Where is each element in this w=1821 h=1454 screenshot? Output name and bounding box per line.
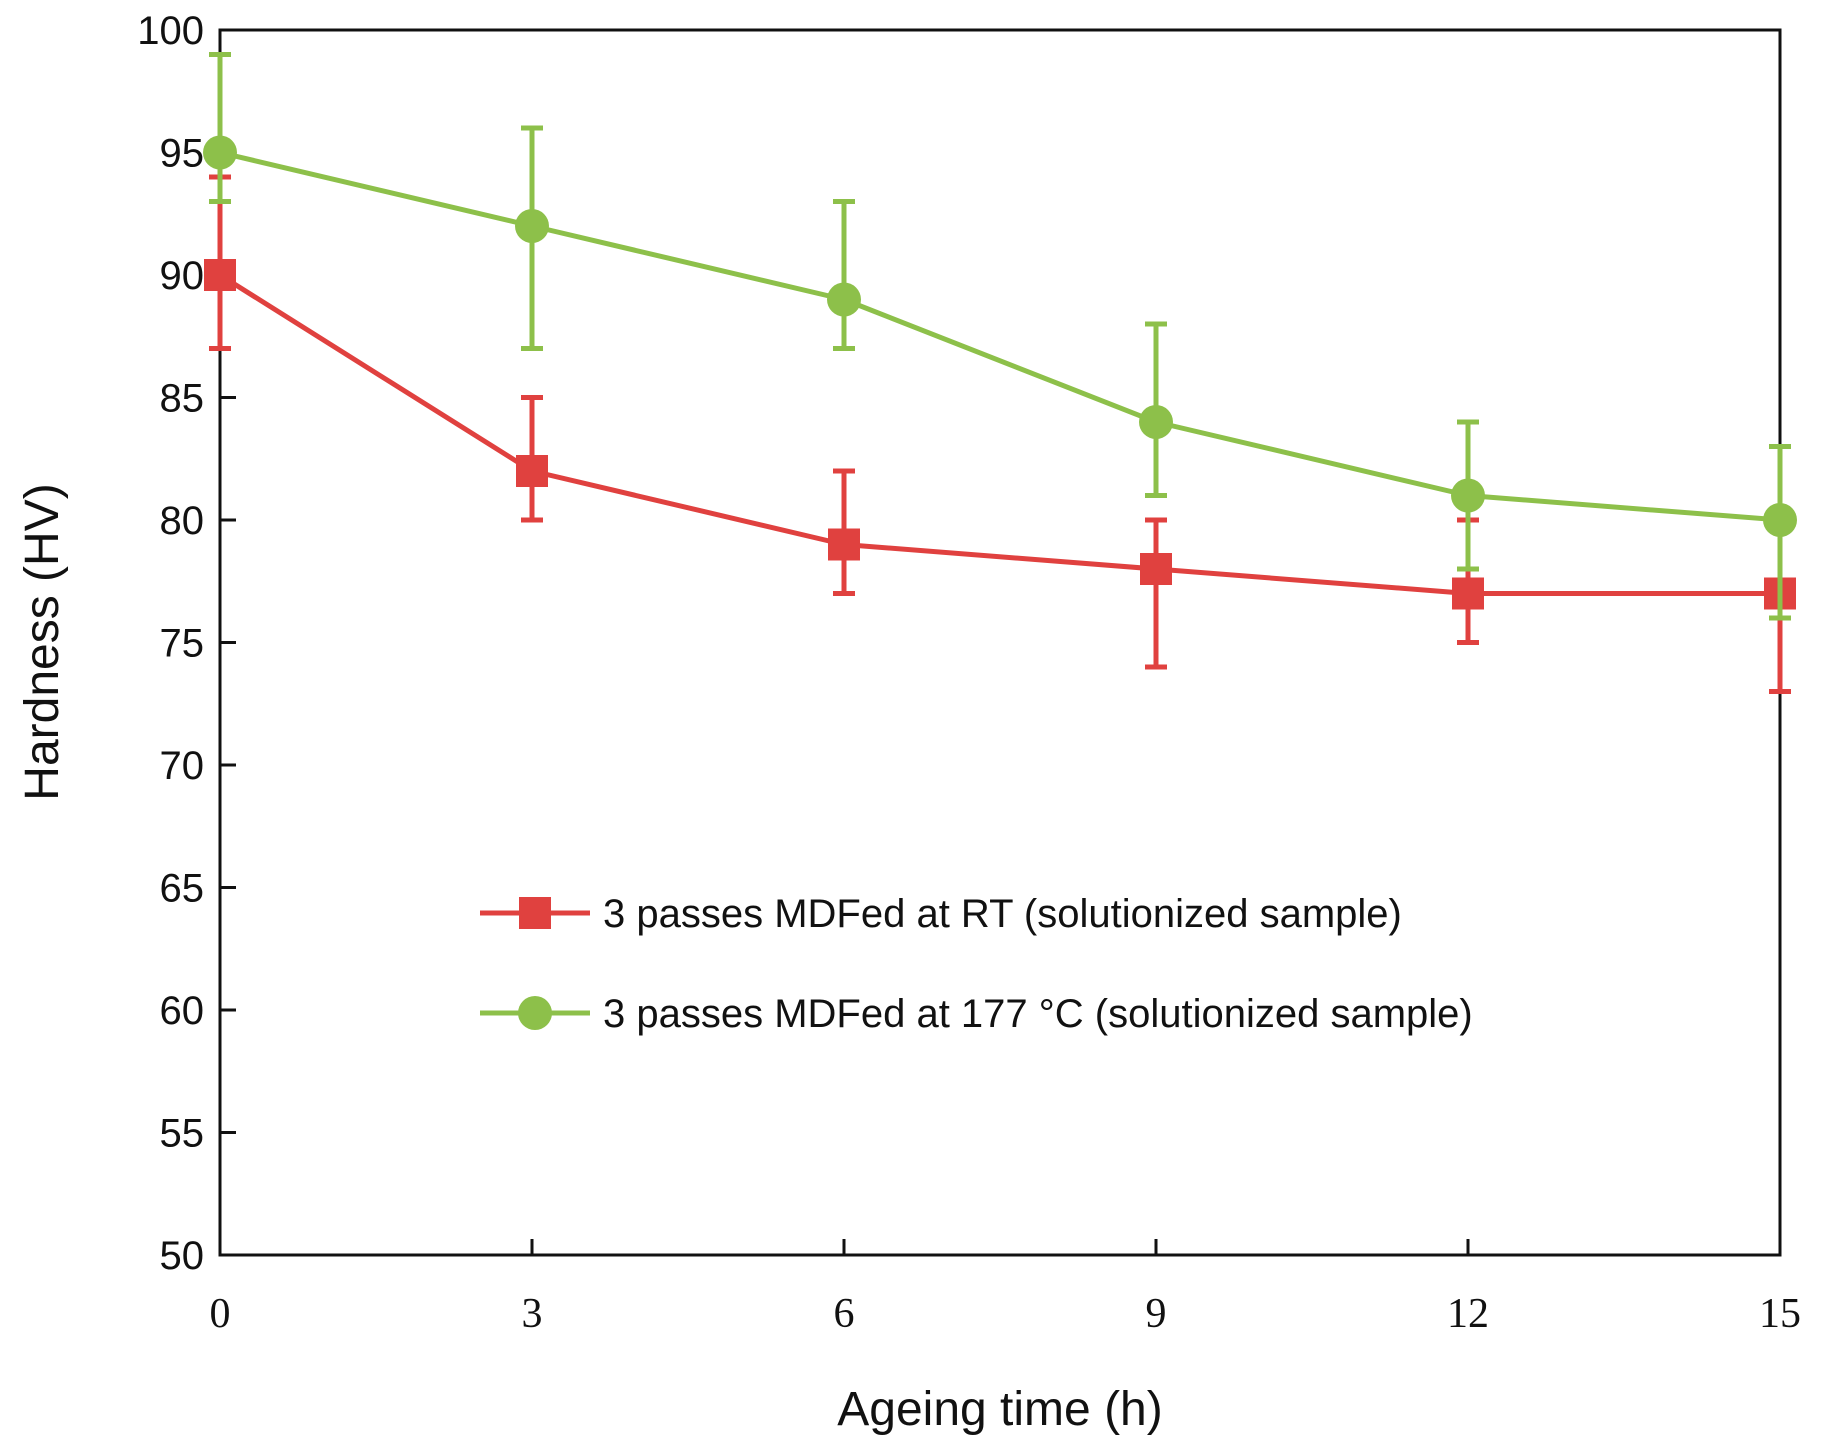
y-axis-title: Hardness (HV): [16, 483, 69, 800]
series-line: [218, 272, 1780, 596]
series-layer: [203, 52, 1797, 694]
y-tick-label: 70: [160, 744, 205, 788]
legend-marker-circle: [518, 996, 552, 1030]
legend: 3 passes MDFed at RT (solutionized sampl…: [480, 892, 1473, 1036]
data-point-square: [204, 259, 236, 291]
data-point-square: [1140, 553, 1172, 585]
data-point-circle: [515, 209, 549, 243]
y-tick-label: 80: [160, 499, 205, 543]
x-tick-label: 9: [1146, 1291, 1167, 1337]
data-point-circle: [1763, 503, 1797, 537]
data-point-circle: [203, 135, 237, 170]
y-axis-ticks: 50 55 60 65 70 75 80 85 90 95 100: [137, 9, 236, 1278]
legend-label: 3 passes MDFed at 177 °C (solutionized s…: [603, 992, 1473, 1036]
x-tick-label: 12: [1447, 1291, 1489, 1337]
series-line: [219, 150, 1781, 523]
x-tick-label: 3: [522, 1291, 543, 1337]
y-tick-label: 50: [160, 1234, 205, 1278]
data-point-square: [516, 455, 548, 487]
y-tick-label: 65: [160, 867, 205, 911]
y-tick-label: 90: [160, 254, 205, 298]
y-tick-label: 85: [160, 377, 205, 421]
legend-label: 3 passes MDFed at RT (solutionized sampl…: [603, 892, 1402, 936]
y-tick-label: 95: [160, 132, 205, 176]
data-point-circle: [1139, 405, 1173, 439]
y-tick-label: 100: [137, 9, 204, 53]
data-point-circle: [827, 282, 861, 317]
x-axis-title: Ageing time (h): [837, 1383, 1162, 1436]
data-point-square: [1452, 577, 1484, 610]
data-point-square: [828, 528, 860, 561]
data-point-circle: [1451, 478, 1485, 513]
legend-marker-square: [519, 897, 551, 929]
x-tick-label: 0: [210, 1291, 231, 1337]
x-tick-label: 15: [1759, 1291, 1801, 1337]
y-tick-label: 75: [160, 622, 205, 666]
x-tick-label: 6: [834, 1291, 855, 1337]
y-tick-label: 55: [160, 1112, 205, 1156]
series-2: [203, 52, 1797, 621]
y-tick-label: 60: [160, 989, 205, 1033]
series-1: [204, 174, 1796, 694]
plot-area: [218, 28, 1782, 1257]
x-axis-ticks: 0 3 6 9 12 15: [210, 1239, 1801, 1337]
